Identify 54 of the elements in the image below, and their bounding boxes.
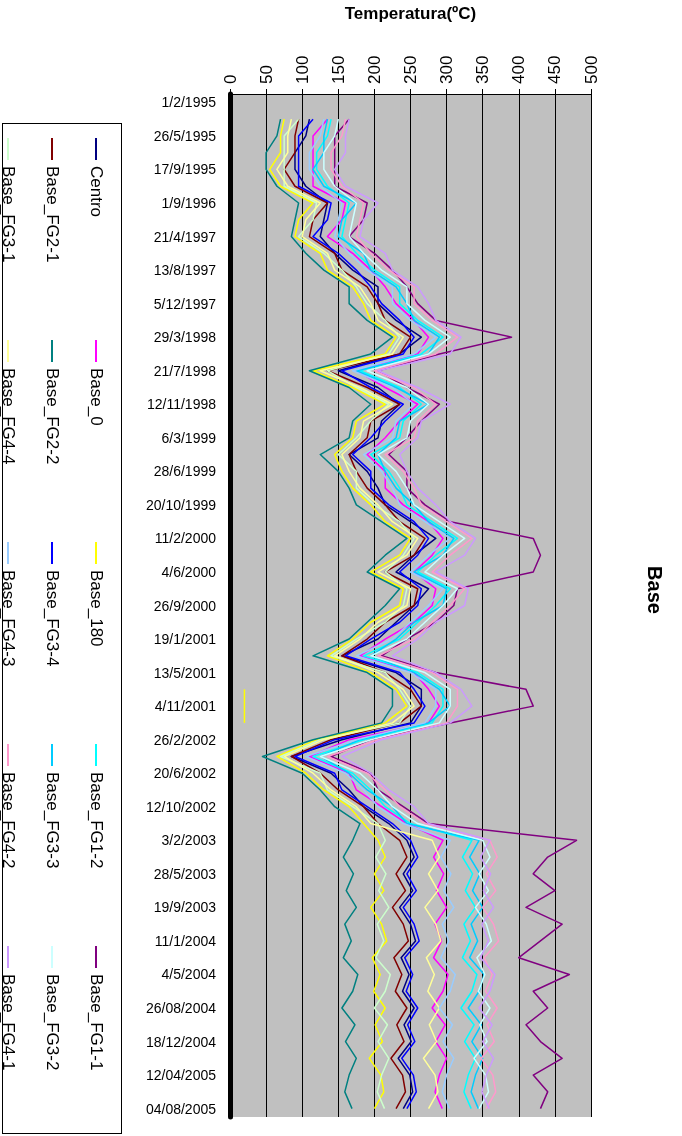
y-tick-label: 3/2/2003 [161,832,217,849]
y-tick-label: 21/7/1998 [153,362,217,379]
y-tick-label: 26/08/2004 [145,999,217,1016]
y-tick-label: 21/4/1997 [153,228,217,245]
y-tick-label: 19/1/2001 [153,631,217,648]
y-tick-label: 11/1/2004 [154,932,217,949]
y-tick-label: 17/9/1995 [153,161,217,178]
legend-label: Base_FG1-2 [86,772,106,869]
y-tick-label: 13/5/2001 [153,664,217,681]
y-tick-label: 5/12/1997 [153,295,217,312]
x-tick-label: 350 [473,55,493,84]
legend-label: Base_FG3-4 [42,570,62,667]
x-tick-label: 100 [292,55,312,84]
y-tick-label: 11/2/2000 [154,530,217,547]
y-tick-label: 26/9/2000 [153,597,217,614]
text: Base [644,566,666,614]
y-tick-label: 1/9/1996 [161,195,217,212]
y-tick-label: 4/5/2004 [161,966,217,983]
y-tick-label: 4/11/2001 [154,698,217,715]
legend-label: Base_FG2-1 [42,166,62,263]
y-tick-label: 20/10/1999 [145,496,217,513]
y-tick-label: 18/12/2004 [145,1033,217,1050]
legend-label: Base_180 [86,570,106,647]
x-tick-label: 150 [328,55,348,84]
legend-label: Centro [86,166,106,218]
y-tick-label: 04/08/2005 [145,1100,217,1117]
x-tick-label: 250 [401,55,420,84]
x-tick-label: 450 [545,55,565,84]
y-tick-label: 12/10/2002 [145,798,217,815]
x-tick-label: 200 [364,55,384,84]
x-tick-label: 500 [581,55,601,84]
legend-label: Base_FG2-2 [42,368,62,465]
legend-label: Base_FG3-2 [42,974,62,1071]
x-tick-label: 0 [220,74,240,84]
legend-label: Base_FG3-3 [42,772,62,869]
y-tick-label: 28/5/2003 [153,865,217,882]
x-axis-title: Temperatura(ºC) [344,4,477,23]
y-tick-label: 12/11/1998 [146,396,217,413]
y-tick-label: 28/6/1999 [153,463,217,480]
x-tick-label: 400 [509,55,529,84]
y-tick-label: 12/04/2005 [145,1067,217,1084]
y-tick-label: 13/8/1997 [153,262,217,279]
y-tick-label: 6/3/1999 [161,429,217,446]
y-tick-label: 29/3/1998 [153,329,217,346]
legend-label: Base_0 [86,368,106,426]
y-tick-label: 4/6/2000 [161,563,217,580]
y-tick-label: 26/2/2002 [153,731,217,748]
y-tick-label: 1/2/1995 [161,94,217,111]
x-tick-label: 50 [256,65,276,84]
x-tick-label: 300 [437,55,457,84]
y-tick-label: 19/9/2003 [153,899,217,916]
y-tick-label: 20/6/2002 [153,765,217,782]
y-tick-label: 26/5/1995 [153,127,217,144]
legend-label: Base_FG1-1 [86,974,106,1071]
